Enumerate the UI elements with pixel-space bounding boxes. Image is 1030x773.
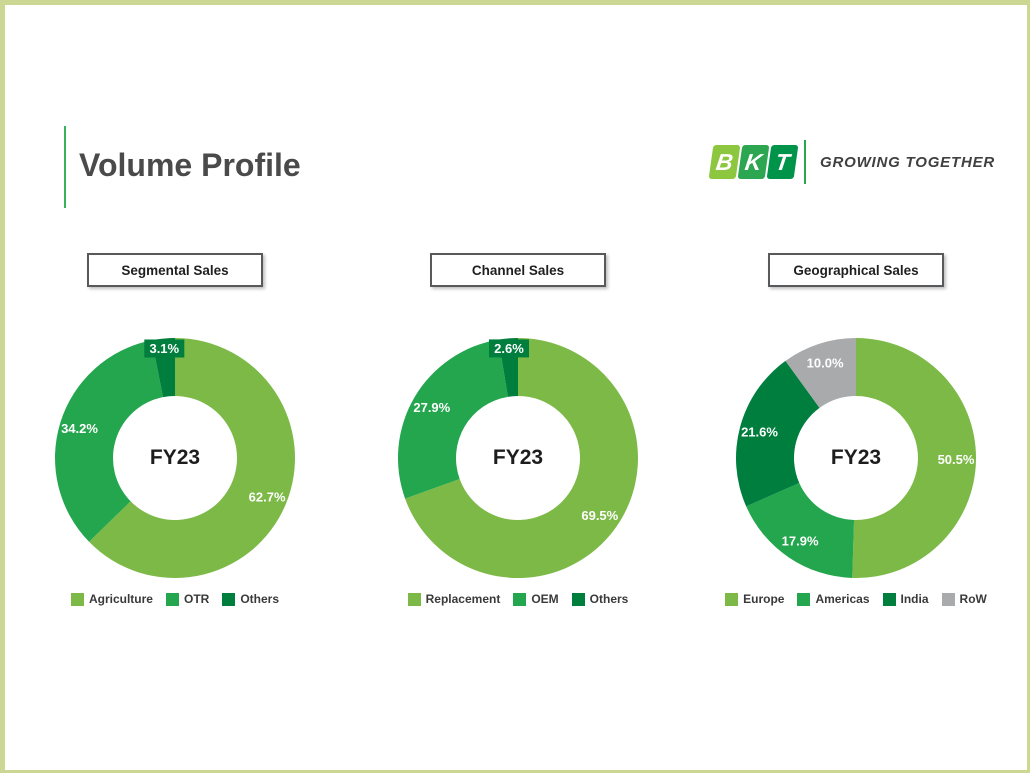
logo-letter-k: K xyxy=(737,145,770,179)
slice-value-label: 27.9% xyxy=(413,400,450,415)
donut-svg-segmental: 62.7% 34.2% 3.1% xyxy=(55,338,296,578)
legend-label: Replacement xyxy=(425,592,501,606)
legend-swatch xyxy=(165,592,179,606)
legend-label: Europe xyxy=(743,592,785,606)
donut-slice-row xyxy=(785,338,856,408)
logo-letter-b: B xyxy=(708,145,741,179)
legend-item-europe: Europe xyxy=(725,592,784,606)
slice-value-label: 17.9% xyxy=(782,533,819,548)
legend-item-replacement: Replacement xyxy=(407,592,501,606)
donut-slice-europe xyxy=(852,338,977,578)
donut-chart-channel: 69.5% 27.9% 2.6% FY23 xyxy=(397,337,639,579)
legend-label: Agriculture xyxy=(88,592,153,606)
slice-value-label: 69.5% xyxy=(581,508,618,523)
bkt-logo: B K T GROWING TOGETHER xyxy=(708,140,996,184)
legend-swatch xyxy=(725,592,739,606)
legend-item-americas: Americas xyxy=(797,592,870,606)
legend-swatch xyxy=(513,592,527,606)
donut-slice-india xyxy=(736,360,820,507)
legend-swatch xyxy=(941,592,955,606)
chart-legend-channel: Replacement OEM Others xyxy=(368,592,668,606)
chart-channel-sales: Channel Sales 69.5% 27.9% 2.6% FY23 Replac… xyxy=(368,253,668,606)
legend-label: Others xyxy=(589,592,629,606)
legend-label: India xyxy=(900,592,929,606)
slice-value-label: 50.5% xyxy=(938,452,975,467)
chart-title-channel: Channel Sales xyxy=(471,262,565,278)
donut-svg-geographical: 50.5% 17.9% 21.6% 10.0% xyxy=(736,338,977,578)
legend-swatch xyxy=(571,592,585,606)
legend-swatch xyxy=(407,592,421,606)
slice-value-label: 21.6% xyxy=(741,424,778,439)
legend-item-oem: OEM xyxy=(513,592,559,606)
legend-item-row: RoW xyxy=(941,592,987,606)
chart-geographical-sales: Geographical Sales 50.5% 17.9% 21.6% 10.0% … xyxy=(706,253,1006,606)
legend-swatch xyxy=(70,592,84,606)
donut-slice-otr xyxy=(55,340,164,542)
logo-tagline: GROWING TOGETHER xyxy=(820,153,996,171)
slice-value-label: 2.6% xyxy=(494,341,524,356)
chart-title-segmental: Segmental Sales xyxy=(121,262,229,278)
chart-title-geographical: Geographical Sales xyxy=(793,262,919,278)
donut-slice-americas xyxy=(746,482,855,578)
page-title: Volume Profile xyxy=(79,147,301,183)
chart-title-box-channel: Channel Sales xyxy=(430,253,606,287)
logo-separator xyxy=(804,140,806,184)
slice-value-label: 10.0% xyxy=(807,355,844,370)
donut-svg-channel: 69.5% 27.9% 2.6% xyxy=(397,338,638,578)
legend-item-india: India xyxy=(882,592,929,606)
legend-swatch xyxy=(222,592,236,606)
legend-label: OEM xyxy=(531,592,559,606)
legend-item-otr: OTR xyxy=(165,592,210,606)
slice-value-label: 34.2% xyxy=(61,421,98,436)
legend-label: OTR xyxy=(183,592,210,606)
donut-slice-replacement xyxy=(405,338,638,578)
slice-value-label: 3.1% xyxy=(149,341,179,356)
legend-item-others: Others xyxy=(222,592,279,606)
chart-legend-geographical: Europe Americas India RoW xyxy=(706,592,1006,606)
donut-slice-oem xyxy=(397,339,508,499)
chart-segmental-sales: Segmental Sales 62.7% 34.2% 3.1% FY23 Agri… xyxy=(25,253,325,606)
legend-swatch xyxy=(882,592,896,606)
chart-legend-segmental: Agriculture OTR Others xyxy=(25,592,325,606)
legend-label: RoW xyxy=(959,592,987,606)
legend-item-others: Others xyxy=(571,592,629,606)
donut-slice-agriculture xyxy=(89,338,296,578)
legend-swatch xyxy=(797,592,811,606)
logo-letter-t: T xyxy=(766,145,799,179)
slice-value-label: 62.7% xyxy=(249,489,286,504)
legend-item-agriculture: Agriculture xyxy=(70,592,153,606)
chart-title-box-segmental: Segmental Sales xyxy=(87,253,263,287)
donut-chart-segmental: 62.7% 34.2% 3.1% FY23 xyxy=(54,337,296,579)
title-accent-bar xyxy=(64,126,66,208)
slice-value-label-box xyxy=(489,339,529,358)
chart-title-box-geographical: Geographical Sales xyxy=(768,253,944,287)
bkt-logo-letters: B K T xyxy=(708,145,799,179)
legend-label: Americas xyxy=(815,592,870,606)
slice-value-label-box xyxy=(144,339,185,358)
legend-label: Others xyxy=(240,592,280,606)
donut-chart-geographical: 50.5% 17.9% 21.6% 10.0% FY23 xyxy=(735,337,977,579)
